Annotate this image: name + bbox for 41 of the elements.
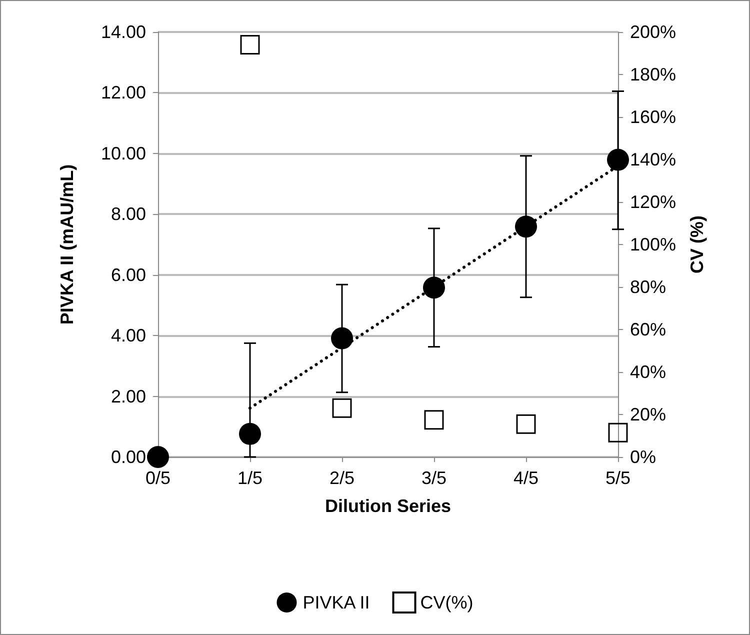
point	[424, 410, 444, 430]
y-tick-label: 6.00	[110, 264, 146, 285]
y-tick-label: 4.00	[110, 326, 146, 346]
point	[331, 327, 353, 350]
x-tick-label: 3/5	[421, 468, 447, 488]
y-tick-label: 0.00	[110, 447, 146, 467]
y2-tick-label: 60%	[630, 320, 666, 340]
y2-tick-label: 20%	[630, 404, 666, 424]
y-tick-label: 2.00	[110, 386, 146, 406]
y-tick-label: 12.00	[100, 82, 146, 103]
y2-tick-label: 40%	[630, 362, 666, 382]
point	[239, 422, 261, 445]
point	[515, 216, 537, 238]
point	[516, 414, 536, 434]
point	[147, 446, 169, 468]
y2-tick-label: 200%	[630, 22, 676, 42]
x-tick-label: 1/5	[237, 468, 263, 488]
point	[423, 276, 445, 299]
point	[240, 35, 260, 54]
y2-tick-label: 120%	[630, 192, 676, 212]
legend-label: CV(%)	[420, 592, 474, 612]
y2-tick-label: 80%	[630, 277, 666, 297]
point	[607, 148, 629, 171]
y-tick-label: 10.00	[100, 143, 146, 164]
x-tick-label: 4/5	[513, 468, 539, 488]
point	[332, 398, 352, 418]
y2-tick-label: 100%	[630, 234, 676, 254]
x-tick-label: 5/5	[605, 468, 631, 488]
x-axis-title: Dilution Series	[324, 496, 452, 516]
y-tick-label: 14.00	[100, 22, 146, 42]
y2-axis-title: CV (%)	[687, 215, 707, 274]
y2-tick-label: 0%	[630, 447, 656, 467]
x-tick-label: 0/5	[145, 468, 171, 488]
point	[608, 422, 628, 442]
y2-tick-label: 160%	[630, 107, 676, 127]
y-axis-title: PIVKA II (mAU/mL)	[57, 164, 77, 325]
y2-tick-label: 180%	[630, 64, 676, 84]
y-tick-label: 8.00	[110, 204, 146, 224]
legend-label: PIVKA II	[302, 592, 370, 612]
y2-tick-label: 140%	[630, 150, 676, 170]
x-tick-label: 2/5	[329, 468, 355, 488]
